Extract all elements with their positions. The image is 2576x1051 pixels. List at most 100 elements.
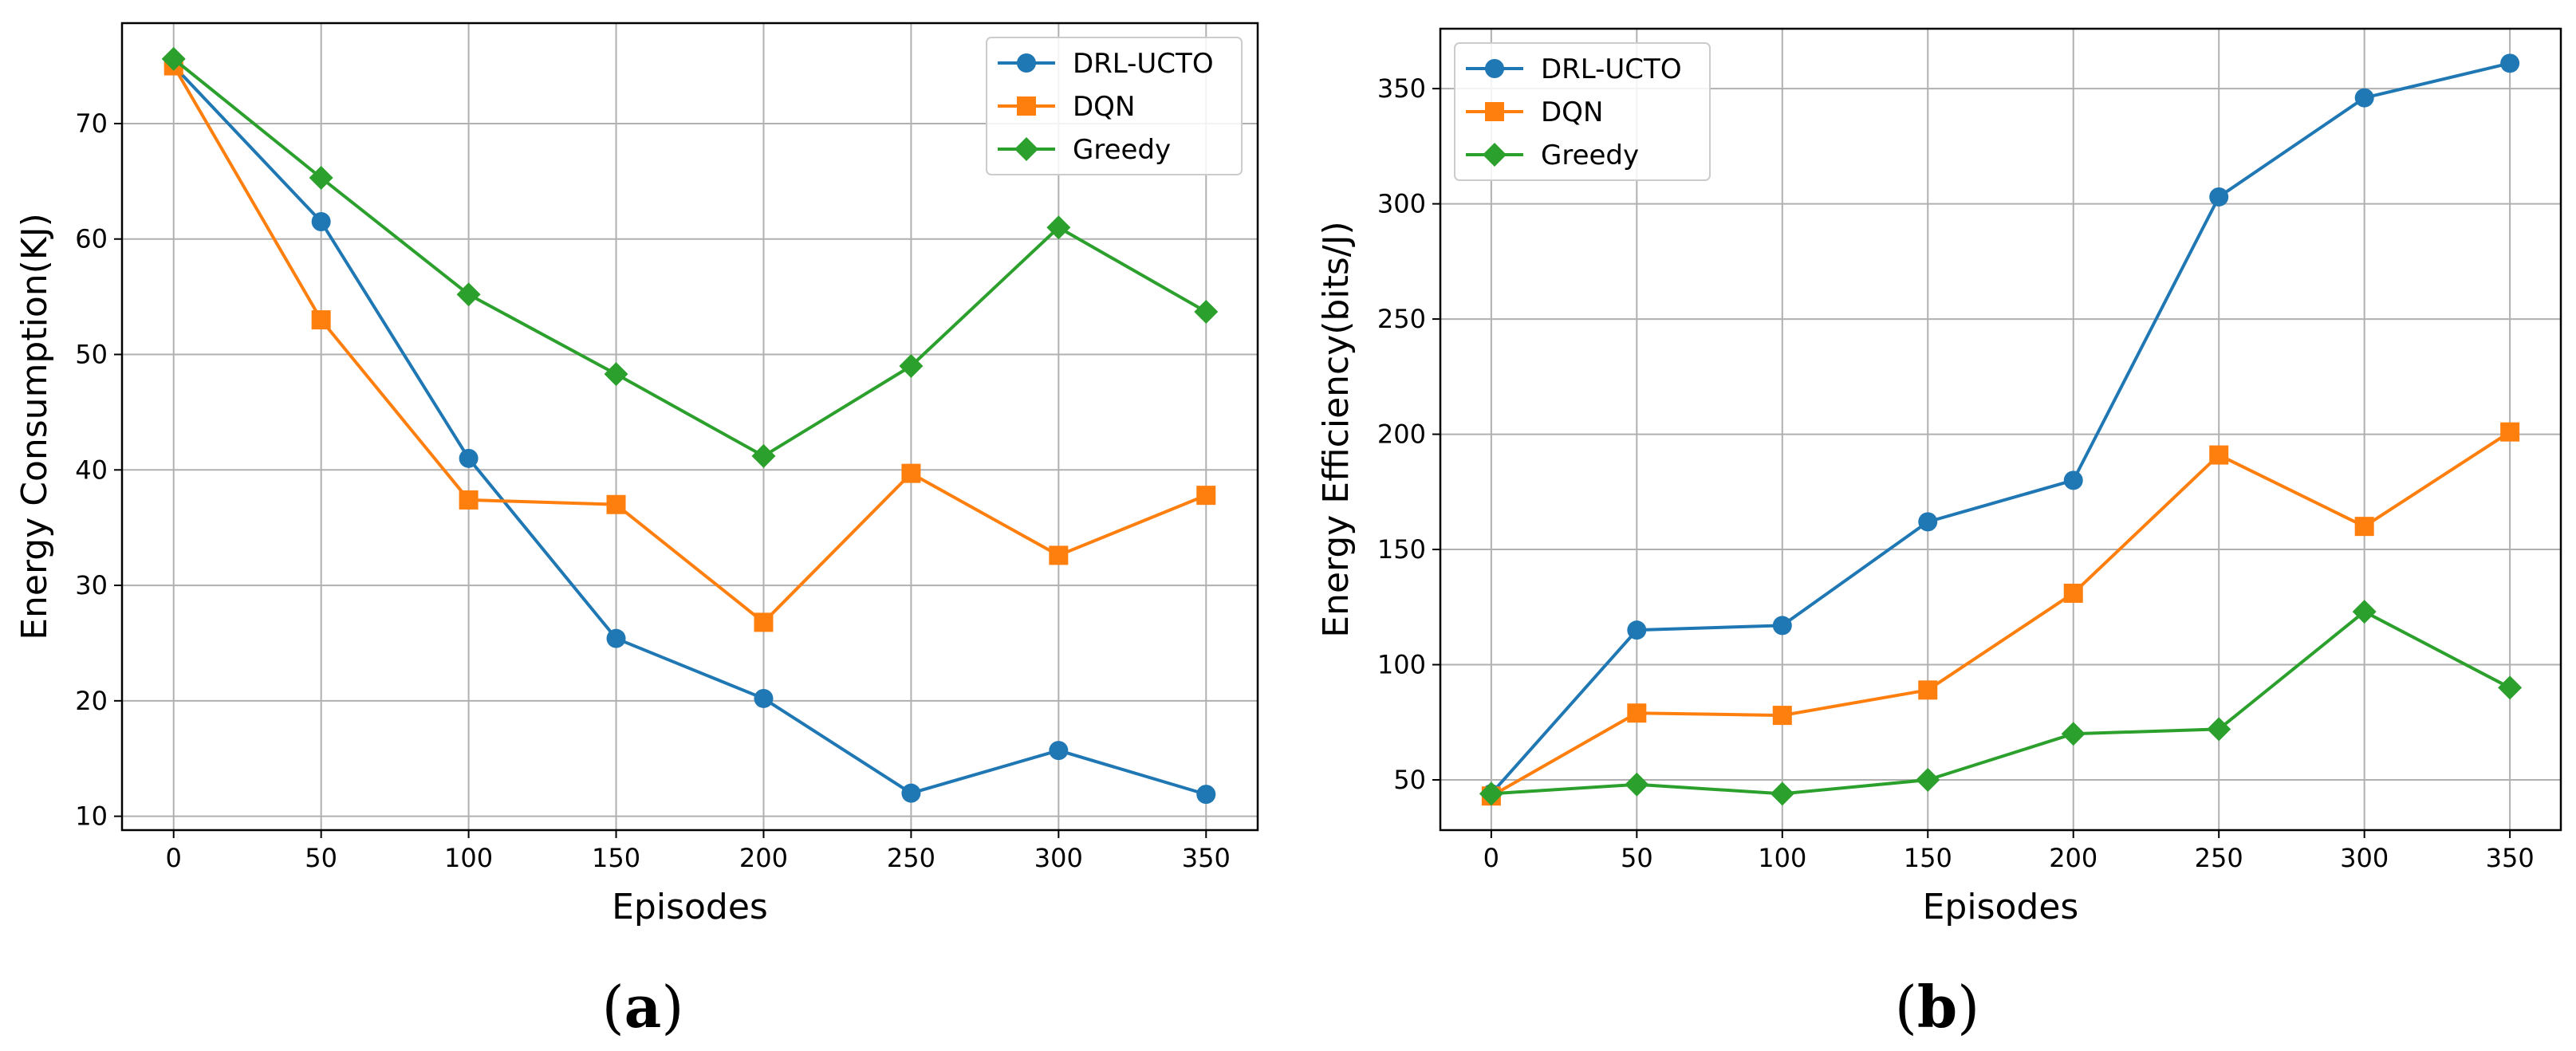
data-point-dqn <box>1049 545 1069 565</box>
data-point-drl-ucto <box>459 448 479 468</box>
x-axis-label: Episodes <box>1923 887 2079 927</box>
data-point-drl-ucto <box>606 628 626 648</box>
y-tick-label: 200 <box>1377 419 1426 450</box>
data-point-dqn <box>754 612 774 632</box>
legend-label: Greedy <box>1073 134 1171 166</box>
data-point-greedy <box>1916 768 1940 793</box>
x-tick-label: 200 <box>739 843 788 873</box>
legend-swatch-marker <box>1485 102 1504 121</box>
data-point-dqn <box>1772 706 1792 726</box>
y-tick-label: 350 <box>1377 73 1426 104</box>
legend: DRL-UCTO DQN Greedy <box>1454 42 1711 181</box>
data-point-dqn <box>2063 583 2083 603</box>
data-point-greedy <box>161 46 186 71</box>
data-point-greedy <box>1625 772 1649 797</box>
series-line-dqn <box>1490 431 2511 797</box>
legend-swatch-marker <box>1483 143 1507 167</box>
x-tick-label: 150 <box>592 843 640 873</box>
series-line-drl-ucto <box>172 65 1207 797</box>
data-point-drl-ucto <box>754 688 774 708</box>
data-point-drl-ucto <box>1772 616 1792 636</box>
data-point-drl-ucto <box>2500 53 2520 73</box>
y-tick-label: 70 <box>75 108 108 139</box>
subfigure-paren-close: ) <box>1957 974 1979 1041</box>
subfigure-paren-close: ) <box>661 974 683 1041</box>
y-axis-label: Energy Efficiency(bits/J) <box>1316 221 1357 637</box>
data-point-dqn <box>1918 680 1938 700</box>
x-tick-label: 100 <box>444 843 493 873</box>
data-point-greedy <box>1770 781 1794 806</box>
y-tick-label: 60 <box>75 224 108 254</box>
data-point-greedy <box>2352 600 2377 624</box>
y-tick-label: 100 <box>1377 650 1426 680</box>
y-axis-label: Energy Consumption(KJ) <box>14 213 55 640</box>
chart-a: 0 50 100 150 200 250 300 350 10 20 30 40 50 60 70 DRL-U… <box>14 22 1259 1041</box>
data-point-dqn <box>1627 703 1647 723</box>
x-tick-label: 200 <box>2049 843 2097 873</box>
data-point-greedy <box>456 282 481 307</box>
plot-frame <box>120 22 1259 832</box>
legend-swatch-marker <box>1017 96 1036 116</box>
data-point-drl-ucto <box>1918 512 1938 532</box>
x-tick-label: 250 <box>2195 843 2243 873</box>
y-tick-label: 10 <box>75 801 108 832</box>
data-point-drl-ucto <box>2209 187 2229 207</box>
data-point-drl-ucto <box>1049 741 1069 761</box>
data-point-drl-ucto <box>2063 470 2083 490</box>
legend-box <box>1454 42 1711 181</box>
data-point-dqn <box>2354 517 2374 537</box>
x-tick-label: 150 <box>1904 843 1952 873</box>
legend-label: Greedy <box>1541 140 1639 171</box>
y-tick-label: 150 <box>1377 534 1426 565</box>
data-point-greedy <box>2498 675 2523 700</box>
y-tick-label: 20 <box>75 686 108 716</box>
y-tick-label: 40 <box>75 455 108 485</box>
data-point-drl-ucto <box>311 212 331 232</box>
x-axis-label: Episodes <box>612 887 768 927</box>
data-point-drl-ucto <box>901 783 921 803</box>
data-point-dqn <box>311 310 331 330</box>
series-line-dqn <box>171 65 1207 624</box>
data-point-dqn <box>2500 422 2520 442</box>
x-tick-label: 50 <box>305 843 337 873</box>
data-point-greedy <box>2207 717 2231 742</box>
series-line-drl-ucto <box>1490 61 2511 795</box>
y-tick-label: 250 <box>1377 304 1426 334</box>
data-point-greedy <box>1479 781 1503 806</box>
data-point-greedy <box>604 362 628 387</box>
x-tick-label: 100 <box>1758 843 1806 873</box>
legend: DRL-UCTO DQN Greedy <box>986 37 1243 175</box>
subfigure-paren-open: ( <box>602 974 624 1041</box>
legend-box <box>986 37 1243 175</box>
legend-swatch-marker <box>1014 137 1038 161</box>
data-point-greedy <box>309 166 333 191</box>
data-point-greedy <box>751 443 776 468</box>
x-tick-label: 300 <box>2340 843 2389 873</box>
data-point-greedy <box>1194 299 1219 324</box>
x-tick-label: 350 <box>2486 843 2535 873</box>
subfigure-label: (b) <box>1895 973 1980 1041</box>
data-point-greedy <box>899 353 924 378</box>
legend-swatch-marker <box>1485 59 1504 78</box>
series-line-greedy <box>1491 610 2511 796</box>
data-point-dqn <box>901 463 921 483</box>
data-point-dqn <box>1196 486 1216 506</box>
subfigure-letter: a <box>624 973 662 1041</box>
data-point-dqn <box>606 494 626 514</box>
x-tick-label: 50 <box>1621 843 1653 873</box>
legend-label: DRL-UCTO <box>1073 48 1214 80</box>
y-tick-label: 30 <box>75 570 108 600</box>
subfigure-paren-open: ( <box>1895 974 1917 1041</box>
x-tick-label: 250 <box>887 843 935 873</box>
plot-frame <box>1439 27 2562 832</box>
x-tick-label: 0 <box>166 843 182 873</box>
chart-b: 0 50 100 150 200 250 300 350 50 100 150 200 250 300 35… <box>1316 27 2562 1041</box>
data-point-dqn <box>459 490 479 510</box>
data-point-greedy <box>2061 722 2086 746</box>
x-tick-label: 350 <box>1182 843 1231 873</box>
legend-label: DQN <box>1073 91 1135 123</box>
y-tick-label: 300 <box>1377 189 1426 219</box>
y-tick-label: 50 <box>1393 765 1426 795</box>
data-point-drl-ucto <box>1196 785 1216 805</box>
